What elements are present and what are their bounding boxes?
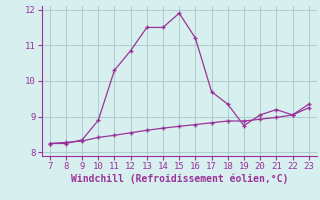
X-axis label: Windchill (Refroidissement éolien,°C): Windchill (Refroidissement éolien,°C) xyxy=(70,173,288,184)
